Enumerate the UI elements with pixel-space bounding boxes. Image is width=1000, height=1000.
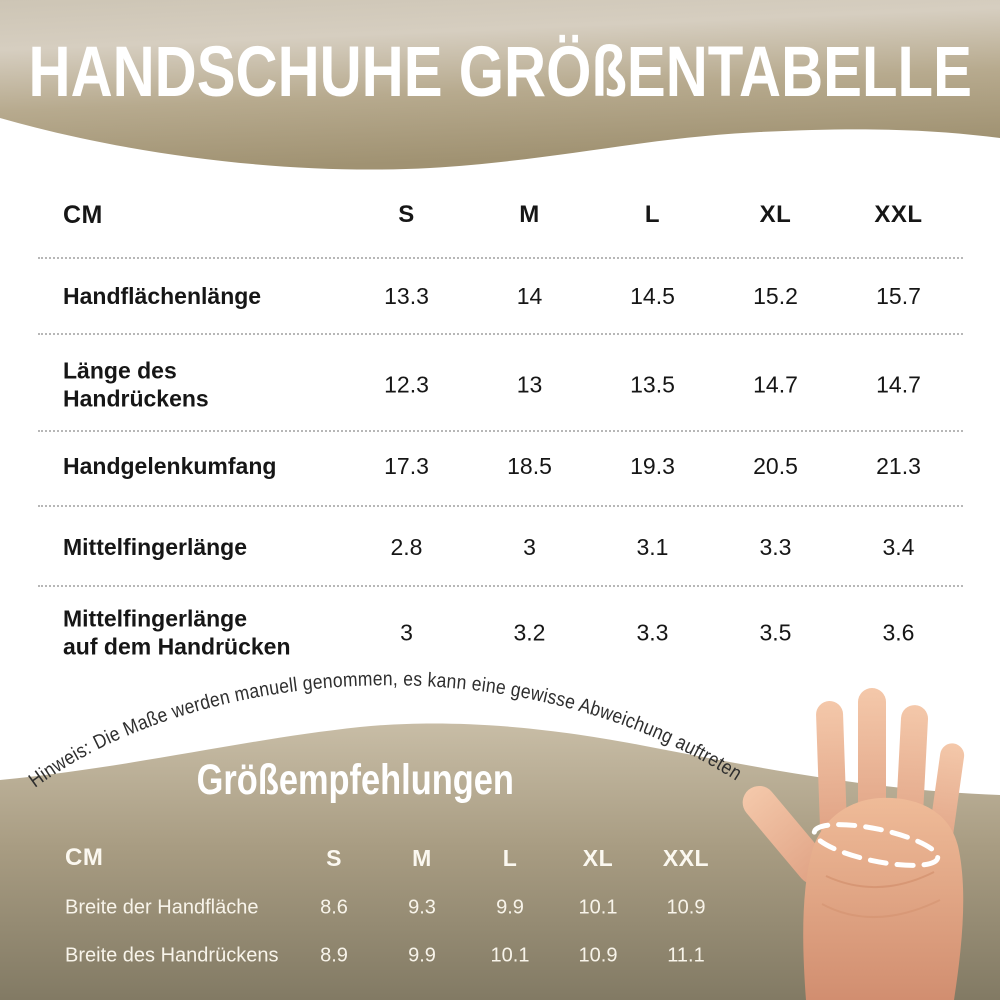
table-row: Handgelenkumfang 17.3 18.5 19.3 20.5 21.3 — [63, 453, 960, 481]
size-value: 9.3 — [408, 896, 436, 919]
index-finger — [816, 701, 847, 839]
table-row: Mittelfingerlänge auf dem Handrücken 3 3.2… — [63, 605, 960, 660]
column-header-xxl: XXL — [874, 201, 923, 228]
size-value: 3.3 — [636, 619, 669, 646]
thumb-finger — [742, 785, 831, 885]
palm-crease — [821, 899, 941, 918]
table-row: Länge des Handrückens 12.3 13 13.5 14.7 14.7 — [63, 357, 960, 412]
bottom-section: Hinweis: Die Maße werden manuell genomme… — [0, 630, 1000, 1000]
size-value: 15.2 — [753, 283, 798, 310]
table-row: Handflächenlänge 13.3 14 14.5 15.2 15.7 — [63, 283, 960, 311]
size-value: 3.2 — [513, 619, 546, 646]
table-row: Mittelfingerlänge 2.8 3 3.1 3.3 3.4 — [63, 534, 960, 562]
size-value: 3.4 — [882, 534, 915, 561]
row-label: Mittelfingerlänge auf dem Handrücken — [63, 605, 291, 659]
size-value: 3.3 — [759, 534, 792, 561]
row-label: Länge des Handrückens — [63, 357, 209, 411]
hand-illustration — [742, 688, 965, 1000]
size-value: 3.6 — [882, 619, 915, 646]
size-value: 8.6 — [320, 896, 348, 919]
size-value: 9.9 — [496, 896, 524, 919]
table-header-row: CM S M L XL XXL — [63, 200, 960, 230]
size-value: 14.5 — [630, 283, 675, 310]
size-value: 17.3 — [384, 453, 429, 480]
table-header-row: CM S M L XL XXL — [65, 844, 730, 872]
size-value: 13.5 — [630, 371, 675, 398]
size-value: 3.5 — [759, 619, 792, 646]
size-value: 14 — [516, 283, 543, 310]
row-label: Handflächenlänge — [63, 283, 262, 310]
column-header-xl: XL — [759, 201, 792, 228]
size-value: 8.9 — [320, 944, 348, 967]
column-header-l: L — [644, 201, 661, 228]
dotted-separator — [38, 257, 963, 259]
size-value: 21.3 — [876, 453, 921, 480]
size-value: 20.5 — [753, 453, 798, 480]
row-label: Mittelfingerlänge — [63, 534, 248, 561]
size-value: 10.1 — [578, 896, 618, 919]
row-label: Breite der Handfläche — [65, 896, 259, 919]
palm — [803, 797, 964, 1000]
unit-label: CM — [65, 844, 104, 871]
column-header-m: M — [412, 844, 432, 871]
column-header-xxl: XXL — [662, 844, 710, 871]
size-value: 9.9 — [408, 944, 436, 967]
size-value: 11.1 — [667, 944, 705, 967]
column-header-m: M — [519, 201, 540, 228]
table-row: Breite des Handrückens 8.9 9.9 10.1 10.9 11.1 — [65, 945, 730, 968]
size-value: 13 — [516, 371, 543, 398]
page-title: HANDSCHUHE GRÖßENTABELLE — [28, 32, 972, 112]
size-value: 14.7 — [876, 371, 921, 398]
unit-label: CM — [63, 201, 103, 229]
size-value: 12.3 — [384, 371, 429, 398]
palm-measure-ellipse — [811, 822, 941, 868]
header-banner — [0, 0, 1000, 170]
column-header-l: L — [502, 844, 518, 871]
column-header-xl: XL — [582, 844, 614, 871]
size-value: 3.1 — [636, 534, 669, 561]
dotted-separator — [38, 505, 963, 507]
dotted-separator — [38, 430, 963, 432]
header-wave-shape — [0, 0, 1000, 170]
dotted-separator — [38, 333, 963, 335]
palm-crease — [825, 871, 935, 889]
size-value: 10.1 — [490, 944, 530, 967]
size-value: 2.8 — [390, 534, 423, 561]
row-label: Handgelenkumfang — [63, 453, 277, 480]
size-value: 3 — [400, 619, 413, 646]
table-row: Breite der Handfläche 8.6 9.3 9.9 10.1 10.9 — [65, 897, 730, 920]
column-header-s: S — [398, 201, 415, 228]
size-value: 18.5 — [507, 453, 552, 480]
size-value: 10.9 — [578, 944, 618, 967]
size-value: 10.9 — [666, 896, 706, 919]
row-label: Breite des Handrückens — [65, 944, 279, 967]
size-value: 19.3 — [630, 453, 675, 480]
column-header-s: S — [326, 844, 342, 871]
recommendations-title: Größempfehlungen — [196, 756, 514, 804]
size-value: 3 — [523, 534, 536, 561]
dotted-separator — [38, 585, 963, 587]
size-value: 13.3 — [384, 283, 429, 310]
size-value: 15.7 — [876, 283, 921, 310]
size-value: 14.7 — [753, 371, 798, 398]
